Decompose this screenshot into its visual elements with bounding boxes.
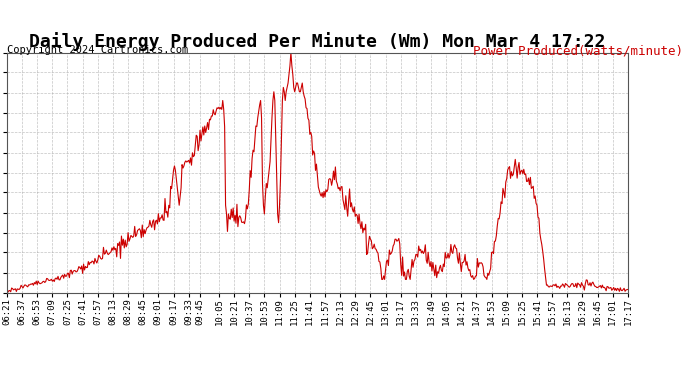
Text: Power Produced(watts/minute): Power Produced(watts/minute)	[473, 45, 683, 58]
Text: Copyright 2024 Cartronics.com: Copyright 2024 Cartronics.com	[7, 45, 188, 55]
Title: Daily Energy Produced Per Minute (Wm) Mon Mar 4 17:22: Daily Energy Produced Per Minute (Wm) Mo…	[29, 32, 606, 51]
